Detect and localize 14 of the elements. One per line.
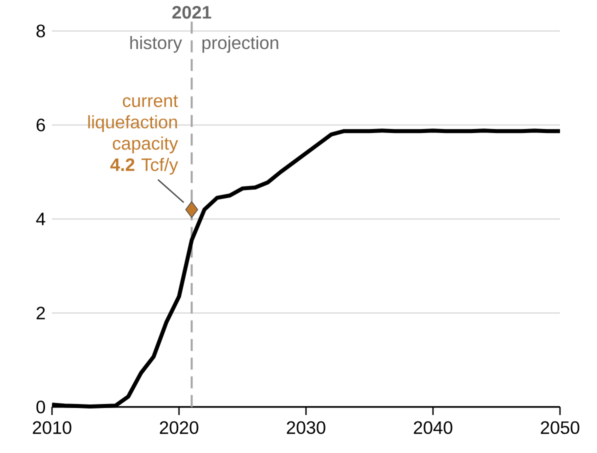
ref-line-label: 2021	[172, 6, 212, 19]
x-tick-label: 2040	[414, 421, 452, 434]
x-tick-label: 2020	[160, 421, 198, 434]
y-tick-label: 8	[36, 24, 45, 38]
y-tick-label: 2	[36, 306, 45, 320]
y-tick-label: 6	[36, 118, 45, 132]
y-tick-label: 0	[36, 400, 46, 414]
annotation: history	[130, 36, 182, 53]
annotation: projection	[202, 36, 278, 53]
x-tick-label: 2010	[32, 421, 72, 434]
y-tick-label: 4	[36, 212, 46, 226]
x-tick-label: 2050	[540, 421, 580, 434]
annotation: current liquefaction capacity 4.2 Tcf/y	[88, 95, 178, 175]
x-tick-label: 2030	[286, 421, 326, 434]
